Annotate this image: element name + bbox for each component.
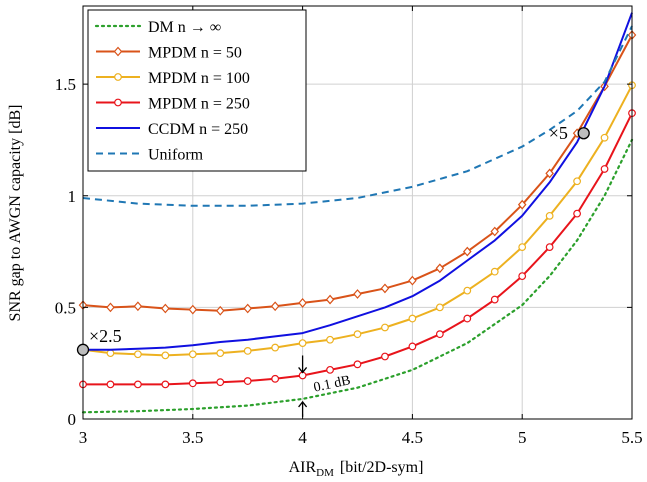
series-1-point — [215, 305, 225, 316]
y-tick-label: 1 — [68, 187, 77, 206]
arrow-up-head — [298, 400, 308, 408]
legend-box — [87, 9, 307, 172]
series-2-point — [490, 267, 499, 276]
series-1-point — [545, 168, 554, 179]
series-3-point — [573, 209, 581, 218]
x-tick-label: 5.5 — [621, 428, 642, 447]
x-axis-label-sub: DM — [316, 467, 334, 479]
series-3-point — [326, 365, 334, 374]
x-tick-label: 4 — [298, 428, 307, 447]
series-1-point — [298, 298, 307, 308]
series-2-point — [381, 323, 389, 332]
series-1-point — [106, 302, 115, 313]
series-3-point — [408, 342, 417, 351]
series-1-point — [161, 303, 170, 314]
series-3-point — [353, 360, 362, 369]
series-line-0 — [81, 138, 634, 414]
series-3-point — [600, 165, 609, 173]
series-2-point — [518, 243, 527, 252]
series-2-point — [133, 350, 142, 359]
tick-labels: 3 3.5 4 4.5 5 5.5 0 0.5 1 1.5 — [55, 6, 643, 447]
series-2-point — [216, 349, 225, 358]
legend-label-3: MPDM n = 250 — [148, 96, 250, 113]
series-3-point — [381, 352, 389, 361]
y-axis-label: SNR gap to AWGN capacity [dB] — [7, 105, 24, 322]
legend: DM n → ∞ MPDM n = 50 MPDM n = 100 MPDM n = … — [87, 9, 307, 172]
series-3-point — [133, 380, 142, 389]
series-3-point — [188, 379, 197, 388]
annotation-0.1dB: 0.1 dB — [312, 373, 352, 395]
legend-marker-1 — [113, 46, 123, 57]
legend-label-1: MPDM n = 50 — [148, 45, 242, 62]
x-tick-label: 5 — [518, 428, 527, 447]
series-1-point — [463, 246, 472, 257]
series-2-point — [545, 211, 554, 220]
x-tick-label: 3 — [79, 428, 88, 447]
x-tick-label: 4.5 — [402, 428, 423, 447]
series-2-point — [353, 330, 362, 339]
series-2-point — [600, 133, 609, 142]
y-tick-label: 0.5 — [55, 298, 76, 317]
annotation-x5: ×5 — [549, 123, 568, 143]
arrow-down-head — [298, 367, 308, 374]
series-2-point — [243, 347, 252, 355]
series-layer — [78, 12, 637, 414]
series-1-point — [408, 275, 417, 286]
legend-label-2: MPDM n = 100 — [148, 70, 250, 87]
series-2-point — [271, 343, 280, 352]
x-axis-label-unit: [bit/2D-sym] — [340, 459, 424, 476]
series-2-point — [298, 339, 307, 347]
series-2-point — [161, 351, 170, 360]
annotation-x2.5: ×2.5 — [89, 326, 122, 346]
legend-label-4: CCDM n = 250 — [148, 121, 248, 138]
plot-frame — [82, 5, 633, 420]
series-3-point — [545, 243, 554, 252]
series-1-point — [517, 199, 527, 210]
annotation-marker-x5 — [577, 127, 590, 140]
series-3-point — [435, 330, 444, 339]
legend-label-5: Uniform — [148, 147, 204, 164]
series-2-point — [463, 286, 472, 295]
x-axis-label-main: AIR — [289, 459, 317, 476]
series-2-point — [188, 350, 197, 359]
y-tick-label: 1.5 — [55, 75, 76, 94]
series-3-point — [243, 377, 252, 385]
series-2-point — [408, 314, 417, 323]
series-1-point — [353, 289, 362, 299]
series-3-point — [518, 272, 527, 281]
series-1-point — [325, 294, 335, 305]
series-2-point — [326, 335, 334, 344]
series-1-point — [188, 304, 198, 315]
series-1-point — [243, 303, 252, 314]
series-line-4 — [83, 12, 633, 351]
y-tick-label: 0 — [68, 410, 77, 429]
series-3-point — [271, 374, 280, 383]
series-1-point — [490, 226, 500, 237]
series-1-point — [270, 301, 280, 312]
x-tick-label: 3.5 — [182, 428, 203, 447]
series-1-point — [133, 301, 143, 312]
annotation-marker-x2.5 — [76, 343, 90, 356]
series-3-point — [216, 378, 225, 387]
legend-marker-3 — [114, 98, 122, 107]
series-2-point — [573, 177, 581, 186]
series-1-point — [380, 283, 390, 294]
series-3-point — [463, 314, 472, 323]
legend-marker-2 — [114, 73, 122, 81]
series-line-5 — [82, 25, 633, 207]
series-2-point — [435, 303, 444, 312]
legend-label-0: DM n → ∞ — [148, 19, 221, 36]
x-axis-label: AIRDM [bit/2D-sym] — [289, 459, 424, 479]
series-1-point — [435, 263, 445, 274]
series-2-point — [106, 349, 115, 358]
series-3-point — [161, 380, 170, 389]
series-3-point — [490, 295, 499, 304]
series-3-point — [106, 380, 115, 389]
